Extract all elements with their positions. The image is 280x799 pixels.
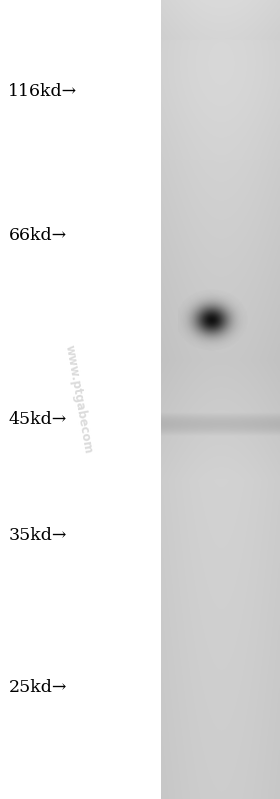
Text: 45kd→: 45kd→: [8, 411, 67, 428]
Text: 66kd→: 66kd→: [8, 227, 67, 244]
Text: www.ptgabecom: www.ptgabecom: [62, 344, 94, 455]
Text: 116kd→: 116kd→: [8, 83, 78, 101]
Text: 25kd→: 25kd→: [8, 678, 67, 696]
Text: 35kd→: 35kd→: [8, 527, 67, 544]
